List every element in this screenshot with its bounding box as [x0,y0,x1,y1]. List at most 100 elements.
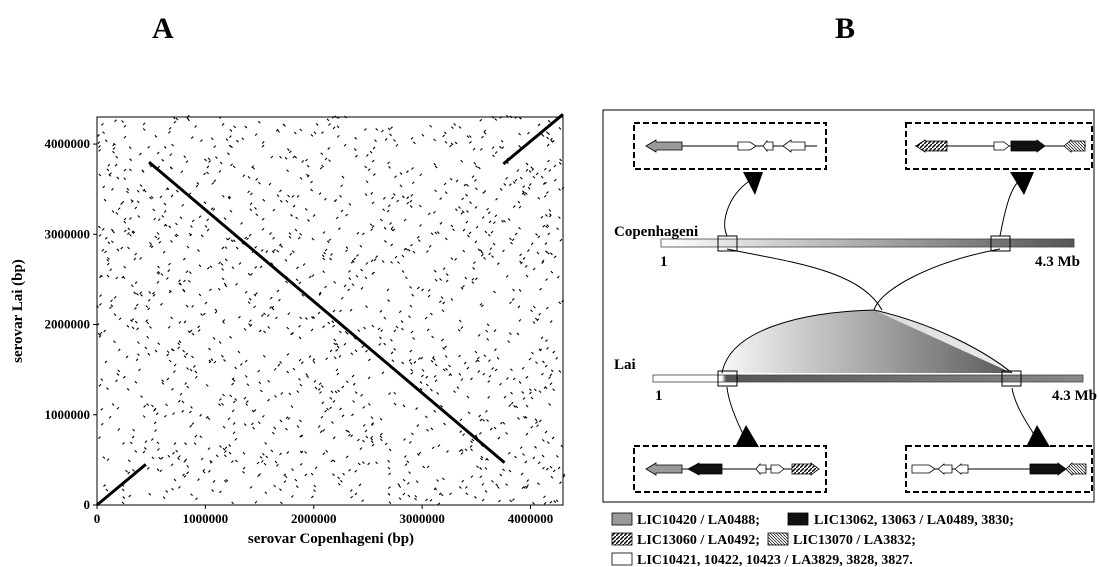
scatter-point [544,181,547,185]
scatter-point [409,362,413,365]
scatter-point [290,213,293,217]
scatter-point [475,165,478,169]
scatter-point [393,329,397,333]
scatter-point [370,416,374,419]
scatter-point [400,320,404,323]
scatter-point [328,159,331,162]
scatter-point [453,390,456,394]
y-tick-label: 0 [84,497,91,512]
scatter-point [509,499,513,503]
scatter-point [532,501,535,505]
scatter-point [163,223,167,227]
scatter-point [411,167,414,170]
legend-label: LIC10420 / LA0488; [637,513,760,528]
scatter-point [434,278,438,282]
x-axis-ticks: 0 1000000 2000000 3000000 4000000 [94,505,553,526]
scatter-point [495,483,499,487]
scatter-point [237,350,241,354]
scatter-point [112,150,115,154]
scatter-point [381,260,385,263]
scatter-point [546,441,550,444]
scatter-point [110,240,114,244]
scatter-point [214,310,218,314]
genome-name-lai: Lai [614,357,636,373]
scatter-point [97,332,101,336]
scatter-point [481,482,485,486]
scatter-point [354,349,358,353]
scatter-point [436,231,440,234]
scatter-point [488,220,492,224]
scatter-point [207,157,211,161]
scatter-point [491,479,494,483]
scatter-point [317,311,321,315]
gene-arrow-white [937,463,953,475]
scatter-point [224,246,228,250]
x-tick-label: 2000000 [291,511,337,526]
scatter-point [426,428,429,432]
scatter-point [168,126,172,130]
scatter-point [210,358,214,361]
scatter-point [269,232,272,235]
scatter-point [318,192,322,196]
scatter-point [465,492,469,496]
scatter-point [417,357,421,360]
scatter-point [205,415,209,419]
scatter-point [444,345,447,349]
scatter-point [471,277,475,281]
scatter-point [135,358,139,362]
scatter-point [251,409,255,413]
scatter-point [137,353,140,357]
alignment-segments [96,113,564,507]
scatter-point [551,139,555,143]
scatter-point [319,166,323,170]
scatter-point [269,306,273,309]
scatter-point [536,251,540,255]
scatter-point [380,329,384,332]
scatter-point [273,426,277,430]
scatter-point [157,448,160,451]
scatter-point [322,452,326,456]
scatter-point [483,129,487,133]
scatter-point [364,276,368,280]
scatter-point [317,425,321,428]
scatter-point [321,254,325,258]
scatter-point [135,292,139,296]
scatter-point [468,231,472,235]
scatter-point [209,265,213,269]
scatter-point [112,143,115,147]
scatter-point [247,175,251,179]
scatter-point [545,467,549,471]
scatter-point [246,237,249,241]
scatter-point [140,395,143,398]
scatter-point [285,199,289,203]
scatter-point [117,428,121,431]
scatter-point [128,494,132,498]
gene-arrow-black [1010,139,1046,153]
scatter-point [225,237,229,241]
scatter-point [129,217,132,220]
scatter-point [457,328,461,332]
scatter-point [432,357,436,361]
scatter-point [479,431,482,435]
scatter-point [161,379,164,383]
scatter-point [472,267,476,270]
scatter-point [187,118,191,122]
scatter-point [429,124,433,128]
scatter-point [494,214,498,218]
scatter-point [261,141,265,144]
scatter-point [285,427,288,431]
scatter-point [449,144,453,148]
scatter-point [98,225,101,229]
scatter-point [347,288,351,292]
scatter-point [550,475,554,479]
scatter-point [198,215,202,219]
scatter-point [348,203,352,206]
scatter-point [411,293,415,297]
scatter-point [466,183,469,187]
connector-curve [724,181,749,237]
scatter-point [292,367,296,371]
scatter-point [165,277,169,280]
scatter-point [390,351,394,355]
scatter-point [486,323,490,327]
scatter-point [227,417,231,421]
